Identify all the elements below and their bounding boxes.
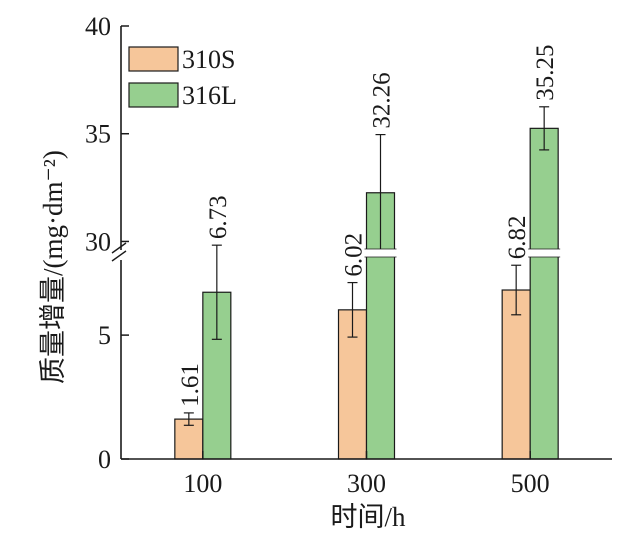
data-label-310s-300: 6.02 <box>341 233 368 277</box>
axes-group: 0 5 30 35 40 100 300 500 <box>85 12 612 498</box>
legend-swatch-310s <box>128 46 179 72</box>
x-tick-label: 300 <box>347 469 386 498</box>
axis-break-mark <box>111 242 127 254</box>
bar-316l-300 <box>365 192 396 460</box>
break-gap <box>527 249 562 257</box>
y-tick-label: 30 <box>85 227 111 256</box>
axis-break-mark <box>111 250 127 262</box>
data-label-316l-500: 35.25 <box>532 45 559 101</box>
legend-label-310s: 310S <box>182 45 235 74</box>
legend: 310S 316L <box>128 45 237 110</box>
y-axis-label: 质量增量/(mg·dm⁻²) <box>38 150 68 384</box>
break-gap <box>363 249 398 257</box>
bar-316l-500 <box>529 127 559 460</box>
y-tick-label: 5 <box>98 321 111 350</box>
y-tick-label: 40 <box>85 12 111 41</box>
axis-break-gaps <box>363 248 562 258</box>
y-tick-label: 35 <box>85 120 111 149</box>
data-label-316l-100: 6.73 <box>205 195 232 239</box>
data-label-310s-500: 6.82 <box>504 215 531 259</box>
bars-group <box>174 127 559 460</box>
data-label-310s-100: 1.61 <box>177 363 204 407</box>
x-axis-label: 时间/h <box>330 502 406 532</box>
data-label-316l-300: 32.26 <box>369 72 396 128</box>
error-bars-group <box>183 106 550 426</box>
x-tick-label: 500 <box>511 469 550 498</box>
legend-swatch-316l <box>128 82 179 108</box>
data-labels-group: 1.61 6.73 6.02 32.26 6.82 35.25 <box>177 45 559 407</box>
legend-label-316l: 316L <box>182 81 237 110</box>
x-tick-label: 100 <box>183 469 222 498</box>
y-tick-label: 0 <box>98 445 111 474</box>
